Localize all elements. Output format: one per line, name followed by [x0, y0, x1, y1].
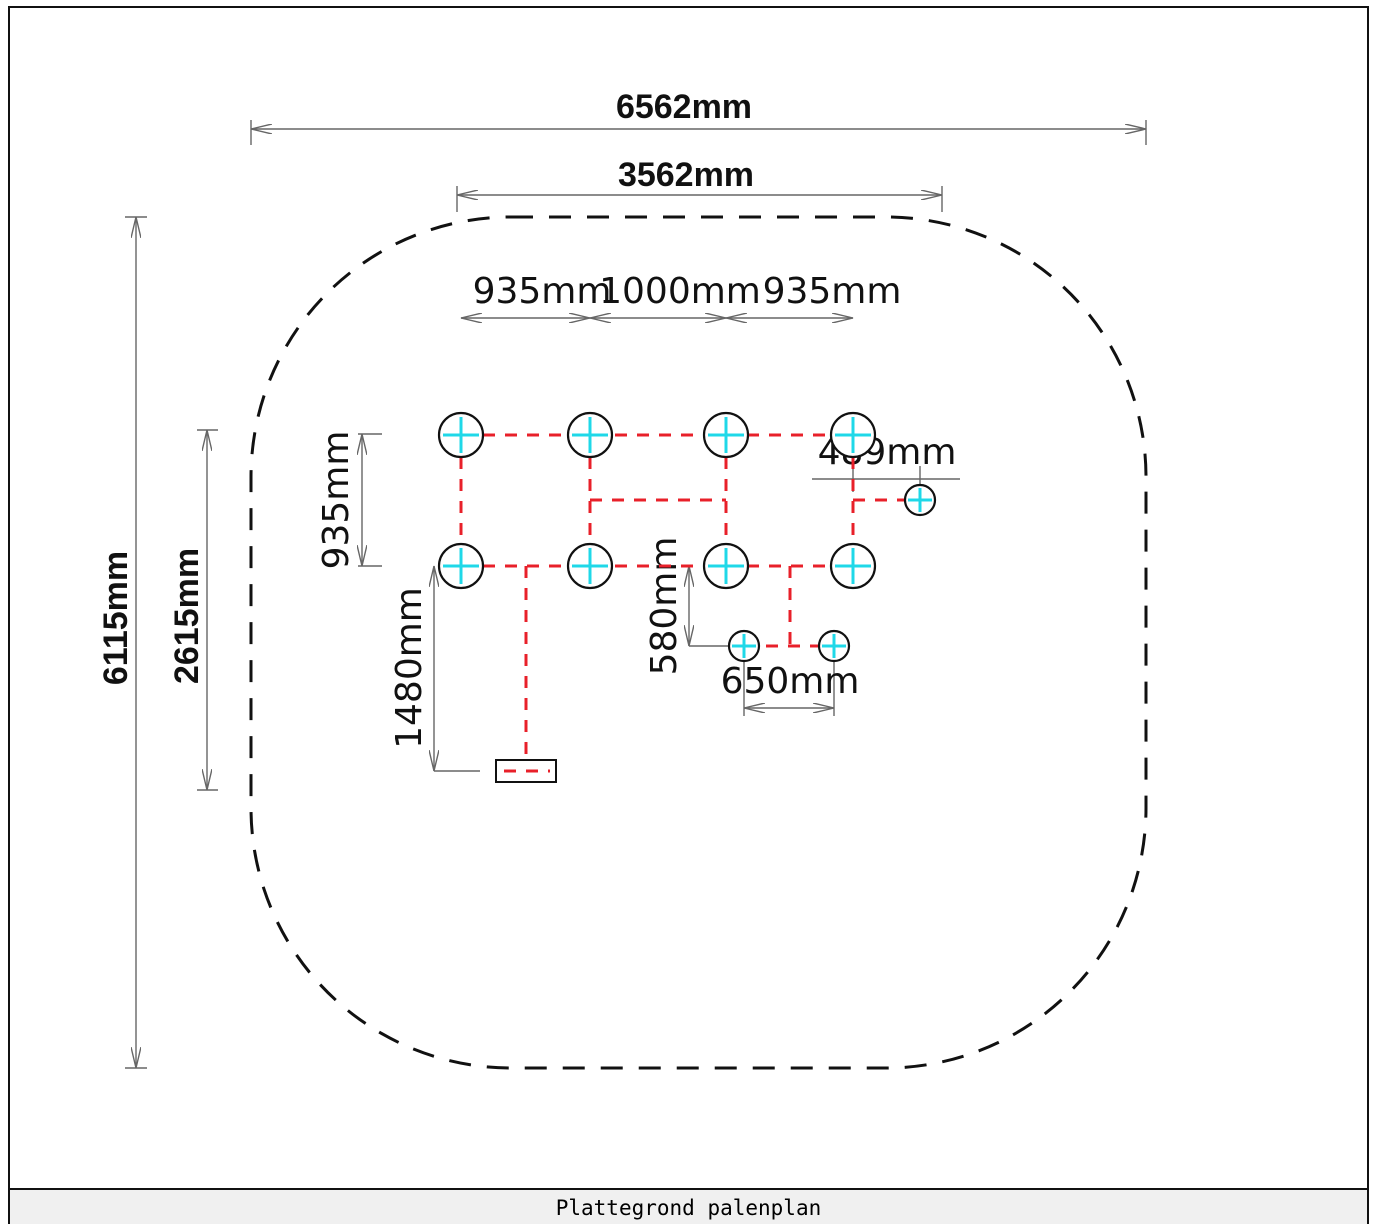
- pile-small: [817, 629, 851, 663]
- label-spacing-1: 935mm: [473, 271, 612, 312]
- dimension-inner-height: 2615mm: [168, 429, 218, 791]
- pile-large: [566, 411, 614, 459]
- label-offset-650: 650mm: [721, 661, 860, 702]
- dimension-pile-spacing: 935mm 1000mm 935mm: [461, 271, 901, 318]
- label-spacing-3: 935mm: [763, 271, 902, 312]
- pile-large: [702, 542, 750, 590]
- dimension-inner-width: 3562mm: [456, 156, 943, 212]
- label-inner-height: 2615mm: [168, 548, 206, 684]
- pile-large: [829, 411, 877, 459]
- rect-footing: [495, 759, 557, 783]
- dimension-row-spacing: 935mm: [316, 431, 382, 570]
- dimension-offset-580: 580mm: [644, 537, 732, 676]
- label-inner-width: 3562mm: [618, 156, 754, 194]
- pile-small: [903, 483, 937, 517]
- label-offset-1480: 1480mm: [389, 587, 430, 749]
- pile-small: [727, 629, 761, 663]
- dimension-offset-650: 650mm: [721, 660, 860, 716]
- pile-large: [829, 542, 877, 590]
- area-outline: [249, 215, 1148, 1070]
- dimension-total-width: 6562mm: [250, 88, 1147, 145]
- label-offset-580: 580mm: [644, 537, 685, 676]
- pile-large: [566, 542, 614, 590]
- label-total-height: 6115mm: [97, 551, 135, 685]
- pile-large: [437, 542, 485, 590]
- connection-lines: [459, 433, 920, 771]
- dimension-offset-1480: 1480mm: [389, 566, 480, 772]
- pile-large: [702, 411, 750, 459]
- pile-plan-drawing: 6562mm 3562mm 935mm 1000mm 935mm 6115mm …: [97, 88, 1148, 1070]
- dimension-total-height: 6115mm: [97, 216, 147, 1069]
- label-spacing-2: 1000mm: [599, 271, 761, 312]
- pile-large: [437, 411, 485, 459]
- label-row-spacing: 935mm: [316, 431, 357, 570]
- drawing-caption: Plattegrond palenplan: [8, 1188, 1369, 1224]
- label-total-width: 6562mm: [616, 88, 752, 126]
